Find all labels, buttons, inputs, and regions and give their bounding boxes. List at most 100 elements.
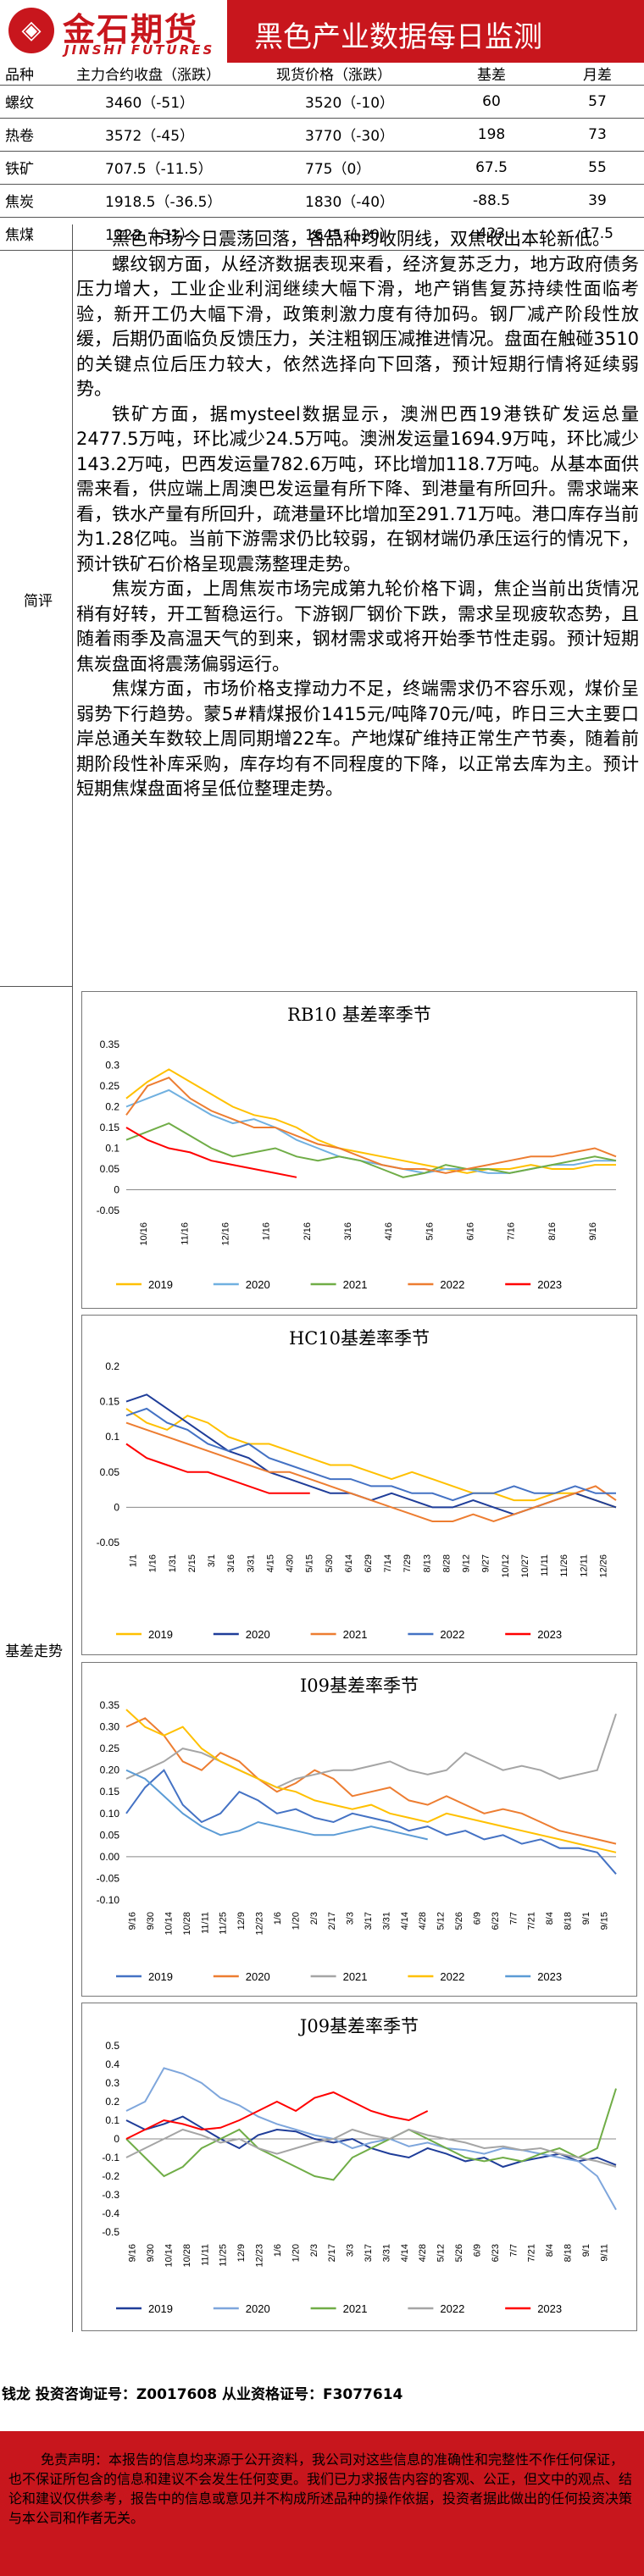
x-tick-label: 11/26 — [559, 1554, 569, 1577]
x-tick-label: 1/6 — [273, 2244, 283, 2257]
series-line-2021 — [125, 1713, 617, 1789]
series-line-2019 — [125, 1068, 616, 1174]
x-tick-label: 9/1 — [581, 1912, 591, 1925]
table-cell: 1918.5（-36.5） — [71, 184, 271, 218]
x-tick-label: 10/14 — [164, 1912, 175, 1936]
x-tick-label: 11/11 — [540, 1554, 550, 1576]
table-cell: 17.5 — [551, 217, 644, 251]
table-cell: 螺纹 — [0, 85, 71, 119]
y-tick-label: 0.35 — [100, 1699, 120, 1711]
x-tick-label: 3/31 — [381, 1912, 391, 1930]
table-cell: 707.5（-11.5） — [71, 151, 271, 185]
y-tick-label: 0.1 — [105, 1143, 119, 1155]
y-tick-label: -0.1 — [102, 2152, 119, 2163]
x-tick-label: 1/20 — [291, 1912, 301, 1930]
basis-label: 基差走势 — [5, 1643, 63, 1660]
x-tick-label: 12/23 — [255, 1912, 265, 1936]
x-tick-label: 8/13 — [422, 1554, 432, 1572]
y-tick-label: 0.3 — [105, 1060, 119, 1072]
x-tick-label: 6/16 — [465, 1222, 475, 1240]
x-tick-label: 8/16 — [547, 1222, 558, 1240]
y-tick-label: 0.05 — [100, 1829, 120, 1841]
y-tick-label: 0.20 — [100, 1764, 120, 1776]
table-cell: 热卷 — [0, 118, 71, 152]
legend-label: 2022 — [440, 2302, 464, 2315]
x-tick-label: 9/16 — [588, 1222, 598, 1240]
y-tick-label: 0.1 — [105, 2114, 119, 2126]
x-tick-label: 11/11 — [200, 2244, 210, 2266]
report-header: ◈ 金石期货 JINSHI FUTURES 黑色产业数据每日监测（5.30） — [0, 0, 644, 96]
table-row: 螺纹 3460（-51） 3520（-10） 60 57 — [0, 85, 644, 119]
y-tick-label: 0.2 — [105, 1101, 119, 1113]
x-tick-label: 3/31 — [381, 2244, 391, 2262]
x-tick-label: 9/16 — [128, 2244, 138, 2262]
x-tick-label: 7/16 — [507, 1222, 517, 1240]
series-line-2019 — [125, 1408, 617, 1509]
x-tick-label: 5/26 — [454, 2244, 464, 2262]
x-tick-label: 10/27 — [520, 1554, 530, 1578]
table-cell: 1645（-20） — [271, 217, 432, 251]
table-cell: 73 — [551, 118, 644, 152]
legend-label: 2023 — [537, 2302, 562, 2315]
x-tick-label: 12/9 — [236, 1912, 247, 1930]
table-cell: 57 — [551, 85, 644, 119]
table-cell: 铁矿 — [0, 151, 71, 185]
x-tick-label: 10/16 — [139, 1222, 149, 1246]
column-header: 基差 — [432, 63, 551, 86]
x-tick-label: 2/17 — [327, 1912, 337, 1930]
x-tick-label: 1/16 — [262, 1222, 272, 1240]
legend-label: 2023 — [537, 1628, 562, 1641]
legend-label: 2019 — [148, 1970, 173, 1983]
table-cell: 3460（-51） — [71, 85, 271, 119]
table-cell: 55 — [551, 151, 644, 185]
y-tick-label: 0.15 — [100, 1122, 120, 1133]
table-row: 焦炭 1918.5（-36.5） 1830（-40） -88.5 39 — [0, 184, 644, 218]
table-cell: 423 — [432, 217, 551, 251]
y-tick-label: 0.25 — [100, 1742, 120, 1754]
x-tick-label: 3/16 — [343, 1222, 353, 1240]
commentary-label-cell: 简评 — [0, 224, 73, 987]
column-header: 月差 — [551, 63, 644, 86]
x-tick-label: 3/17 — [364, 1912, 374, 1930]
x-tick-label: 8/18 — [563, 2244, 573, 2262]
x-tick-label: 1/6 — [273, 1912, 283, 1925]
y-tick-label: 0.5 — [105, 2040, 119, 2052]
x-tick-label: 9/12 — [462, 1554, 472, 1572]
y-tick-label: -0.2 — [102, 2170, 119, 2182]
x-tick-label: 1/16 — [148, 1554, 158, 1572]
x-tick-label: 6/23 — [491, 2244, 501, 2262]
x-tick-label: 12/9 — [236, 2244, 247, 2262]
y-tick-label: 0.4 — [105, 2058, 119, 2070]
y-tick-label: 0.05 — [100, 1466, 120, 1478]
table-cell: 60 — [432, 85, 551, 119]
commentary-paragraph: 焦炭方面，上周焦炭市场完成第九轮价格下调，焦企当前出货情况稍有好转，开工暂稳运行… — [76, 579, 639, 674]
x-tick-label: 12/23 — [255, 2244, 265, 2268]
legend-label: 2020 — [246, 2302, 270, 2315]
series-line-2020 — [125, 1717, 617, 1845]
table-cell: -88.5 — [432, 184, 551, 218]
x-tick-label: 7/7 — [508, 1912, 519, 1925]
table-cell: 1222（-31） — [71, 217, 271, 251]
commentary-body: 黑色市场今日震荡回落，各品种均收阴线，双焦收出本轮新低。 螺纹钢方面，从经济数据… — [76, 227, 639, 802]
commentary-paragraph: 焦煤方面，市场价格支撑动力不足，终端需求仍不容乐观，煤价呈弱势下行趋势。蒙5#精… — [76, 679, 639, 799]
table-header-row: 品种 主力合约收盘（涨跌） 现货价格（涨跌） 基差 月差 — [0, 63, 644, 86]
series-line-2021 — [125, 2088, 617, 2181]
commentary-label: 简评 — [24, 593, 53, 610]
legend-label: 2021 — [343, 1628, 368, 1641]
table-cell: 3520（-10） — [271, 85, 432, 119]
chart-i09: I09基差率季节 0.35 0.30 0.25 0.20 0.15 0.10 0.05 0.00… — [81, 1662, 637, 1997]
y-tick-label: 0.30 — [100, 1721, 120, 1733]
table-cell: 198 — [432, 118, 551, 152]
legend-label: 2020 — [246, 1970, 270, 1983]
x-tick-label: 9/30 — [146, 2244, 156, 2262]
x-tick-label: 5/26 — [454, 1912, 464, 1930]
y-tick-label: 0.05 — [100, 1163, 120, 1175]
series-line-2023 — [125, 1443, 310, 1494]
x-tick-label: 5/30 — [325, 1554, 335, 1572]
chart-title: RB10 基差率季节 — [287, 1005, 431, 1025]
y-tick-label: -0.05 — [97, 1872, 120, 1884]
table-cell: 3572（-45） — [71, 118, 271, 152]
x-tick-label: 2/15 — [187, 1554, 197, 1572]
y-tick-label: 0.35 — [100, 1039, 120, 1050]
logo-mark-icon: ◈ — [8, 8, 54, 53]
